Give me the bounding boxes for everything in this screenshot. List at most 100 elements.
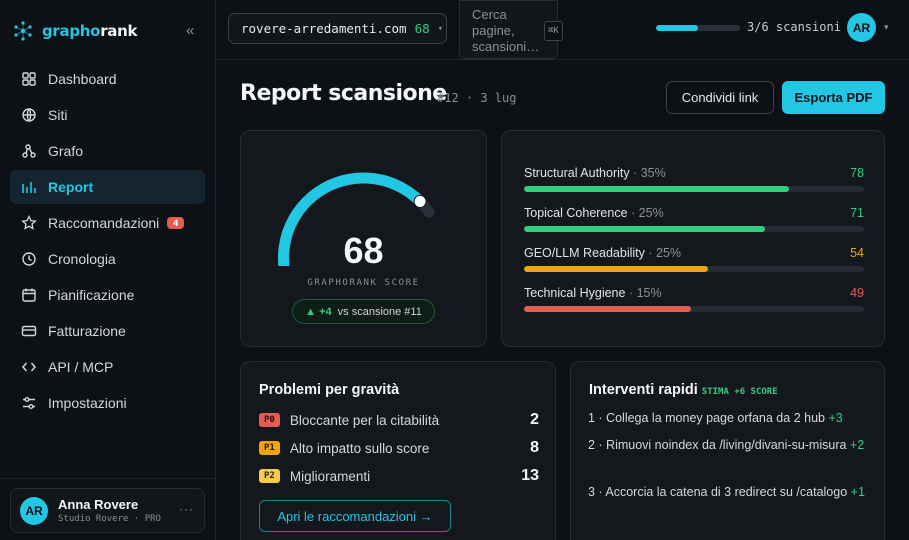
star-icon [21,215,37,230]
sidebar-item-impostazioni[interactable]: Impostazioni [10,386,205,420]
score-gain: +2 [849,438,865,452]
chevron-down-icon: ▾ [437,23,444,34]
quick-action-item[interactable]: 3 · Accorcia la catena di 3 redirect su … [588,485,865,499]
logo-text: graphorank [42,22,138,40]
priority-badge: P1 [259,441,280,455]
metric-bar-track [524,306,864,312]
quick-actions-card: Interventi rapidi STIMA +6 SCORE 1 · Coll… [570,361,885,540]
account-avatar[interactable]: AR [847,13,876,42]
metric-weight: · 25% [648,246,682,260]
sidebar-item-raccomandazioni[interactable]: Raccomandazioni 4 [10,206,205,240]
open-recommendations-button[interactable]: Apri le raccomandazioni → [259,500,451,532]
issue-count: 8 [530,439,539,456]
metric-bar-track [524,186,864,192]
search-input[interactable]: Cerca pagine, scansioni… ⌘K [459,0,563,59]
credit-card-icon [21,325,37,337]
priority-badge: P0 [259,413,280,427]
issue-row-p2[interactable]: P2 Miglioramenti 13 [259,466,539,486]
page-title: Report scansione [240,81,447,106]
metric-bar-fill [524,306,691,312]
sidebar-divider [0,478,216,479]
metric-bar-track [524,226,864,232]
collapse-sidebar-icon[interactable]: « [186,22,195,39]
site-selector[interactable]: rovere-arredamenti.com 68 ▾ [228,13,447,44]
metric-name: Technical Hygiene [524,286,626,300]
sidebar-item-label: Raccomandazioni [48,215,160,231]
sidebar-item-grafo[interactable]: Grafo [10,134,205,168]
sidebar-item-fatturazione[interactable]: Fatturazione [10,314,205,348]
logo[interactable]: graphorank [12,20,137,42]
metric-bar-fill [524,266,708,272]
sidebar-item-label: Report [48,179,94,195]
issue-row-p0[interactable]: P0 Bloccante per la citabilità 2 [259,410,539,430]
more-icon[interactable]: ··· [179,502,194,516]
site-score: 68 [414,21,430,36]
sidebar-item-cronologia[interactable]: Cronologia [10,242,205,276]
report-meta: #12 · 3 lug [437,91,517,105]
calendar-icon [22,288,36,302]
sidebar-nav: Dashboard Siti Grafo Report Raccomandazi… [10,62,205,422]
sidebar-item-label: Fatturazione [48,323,126,339]
metric-structural-authority: Structural Authority · 35% 78 [524,166,864,192]
sidebar-item-label: API / MCP [48,359,114,375]
quick-actions-title: Interventi rapidi STIMA +6 SCORE [589,382,778,398]
metric-name: Topical Coherence [524,206,628,220]
sidebar-item-pianificazione[interactable]: Pianificazione [10,278,205,312]
score-gain: +1 [850,485,865,499]
scan-quota-progress [656,25,740,31]
sidebar-item-report[interactable]: Report [10,170,205,204]
score-delta: +4 [319,305,332,318]
search-placeholder: Cerca pagine, scansioni… [472,7,540,54]
sidebar-item-siti[interactable]: Siti [10,98,205,132]
metric-name: GEO/LLM Readability [524,246,645,260]
recommendations-count-badge: 4 [167,217,185,229]
quick-action-item[interactable]: 1 · Collega la money page orfana da 2 hu… [588,411,843,425]
metric-value: 49 [850,286,864,300]
chevron-down-icon[interactable]: ▾ [884,22,889,32]
graph-icon [22,144,36,158]
issue-row-p1[interactable]: P1 Alto impatto sullo score 8 [259,438,539,458]
metric-topical-coherence: Topical Coherence · 25% 71 [524,206,864,232]
user-card[interactable]: AR Anna Rovere Studio Rovere · PRO ··· [10,488,205,533]
metric-name: Structural Authority [524,166,630,180]
metrics-card: Structural Authority · 35% 78 Topical Coh… [501,130,885,347]
metric-weight: · 25% [631,206,664,220]
metric-weight: · 35% [633,166,666,180]
search-shortcut: ⌘K [544,21,563,41]
gauge-fill [278,172,426,266]
metric-bar-track [524,266,864,272]
export-pdf-button[interactable]: Esporta PDF [782,81,885,114]
user-plan: Studio Rovere · PRO [58,514,161,524]
issue-label: Alto impatto sullo score [289,440,430,456]
metric-weight: · 15% [628,286,662,300]
score-value: 68 [343,230,384,271]
issues-card: Problemi per gravità P0 Bloccante per la… [240,361,556,540]
site-domain: rovere-arredamenti.com [241,21,407,36]
share-link-button[interactable]: Condividi link [666,81,774,114]
globe-icon [22,108,36,122]
metric-technical-hygiene: Technical Hygiene · 15% 49 [524,286,864,312]
issue-count: 13 [521,467,539,484]
gauge-knob [413,194,427,208]
sidebar-item-api-mcp[interactable]: API / MCP [10,350,205,384]
logo-icon [14,21,32,41]
score-delta-pill: ▲ +4 vs scansione #11 [292,299,435,324]
sliders-icon [23,397,35,409]
grid-icon [22,72,36,86]
metric-geo-llm-readability: GEO/LLM Readability · 25% 54 [524,246,864,272]
issue-count: 2 [530,411,539,428]
quick-action-item[interactable]: 2 · Rimuovi noindex da /living/divani-su… [588,438,865,452]
estimate-tag: STIMA +6 SCORE [701,387,778,397]
sidebar-item-dashboard[interactable]: Dashboard [10,62,205,96]
issue-label: Bloccante per la citabilità [289,412,440,428]
metric-bar-fill [524,186,790,192]
sidebar-item-label: Grafo [48,143,84,159]
issue-label: Miglioramenti [289,468,371,484]
score-label: GRAPHORANK SCORE [307,278,420,288]
sidebar-item-label: Dashboard [48,71,117,87]
metric-value: 71 [850,206,864,220]
scan-quota-text: 3/6 scansioni [747,20,841,34]
topbar: rovere-arredamenti.com 68 ▾ Cerca pagine… [216,0,909,60]
code-icon [22,362,36,372]
sidebar: graphorank « Dashboard Siti Grafo Report… [0,0,216,540]
